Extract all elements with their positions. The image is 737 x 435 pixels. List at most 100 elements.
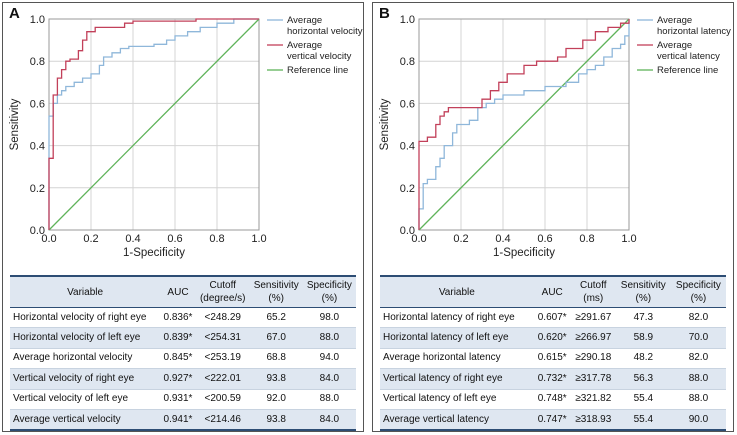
table-cell: 0.615* bbox=[533, 347, 571, 369]
table-cell: 55.4 bbox=[615, 388, 671, 410]
table-cell: 92.0 bbox=[249, 388, 303, 410]
legend-label-0: horizontal latency bbox=[657, 26, 731, 37]
panel-a-letter: A bbox=[9, 5, 20, 22]
auc-table-a-wrap: Variable AUC Cutoff (degree/s) Sensitivit… bbox=[10, 275, 356, 432]
table-cell: Average vertical velocity bbox=[10, 408, 161, 430]
table-row: Average horizontal velocity 0.845* <253.19… bbox=[10, 347, 356, 369]
table-cell: 58.9 bbox=[615, 327, 671, 349]
table-row: Average vertical velocity 0.941* <214.46 93… bbox=[10, 408, 356, 430]
table-cell: 88.0 bbox=[670, 388, 726, 410]
x-tick-label: 0.8 bbox=[209, 233, 224, 245]
x-tick-label: 0.6 bbox=[167, 233, 182, 245]
y-tick-label: 0.0 bbox=[30, 225, 45, 237]
table-cell: <254.31 bbox=[195, 327, 250, 349]
legend-label-2: Reference line bbox=[657, 65, 718, 76]
table-header-row: Variable AUC Cutoff (degree/s) Sensitivit… bbox=[10, 277, 356, 308]
table-cell: 56.3 bbox=[615, 368, 671, 390]
legend-label-2: Reference line bbox=[287, 65, 348, 76]
table-cell: 93.8 bbox=[249, 368, 303, 390]
series-line-2 bbox=[48, 18, 260, 231]
x-tick-label: 0.0 bbox=[411, 233, 426, 245]
series-line-2 bbox=[418, 18, 630, 231]
table-row: Horizontal latency of right eye 0.607* ≥29… bbox=[380, 306, 726, 328]
table-cell: ≥290.18 bbox=[570, 347, 616, 369]
table-row: Vertical velocity of left eye 0.931* <200.… bbox=[10, 388, 356, 410]
table-cell: Vertical latency of right eye bbox=[380, 368, 534, 390]
table-cell: ≥266.97 bbox=[570, 327, 616, 349]
table-cell: 82.0 bbox=[670, 306, 726, 328]
y-tick-label: 0.4 bbox=[400, 141, 415, 153]
y-axis-label: Sensitivity bbox=[9, 98, 21, 150]
table-cell: 84.0 bbox=[302, 368, 356, 390]
legend-label-1: vertical velocity bbox=[287, 51, 352, 62]
x-tick-label: 0.4 bbox=[125, 233, 140, 245]
table-row: Vertical latency of right eye 0.732* ≥317.… bbox=[380, 368, 726, 390]
table-row: Horizontal velocity of right eye 0.836* <2… bbox=[10, 306, 356, 328]
table-cell: Average horizontal latency bbox=[380, 347, 534, 369]
col-header-variable: Variable bbox=[10, 277, 161, 308]
table-cell: 0.941* bbox=[160, 408, 196, 430]
table-cell: ≥321.82 bbox=[570, 388, 616, 410]
table-cell: ≥318.93 bbox=[570, 408, 616, 430]
table-cell: 98.0 bbox=[302, 306, 356, 328]
x-tick-label: 0.2 bbox=[83, 233, 98, 245]
table-cell: 65.2 bbox=[249, 306, 303, 328]
col-header-specificity: Specificity (%) bbox=[670, 277, 726, 308]
table-cell: 47.3 bbox=[615, 306, 671, 328]
table-cell: 88.0 bbox=[302, 327, 356, 349]
y-tick-label: 0.8 bbox=[30, 56, 45, 68]
table-cell: 88.0 bbox=[302, 388, 356, 410]
table-cell: Horizontal latency of right eye bbox=[380, 306, 534, 328]
legend-label-1: Average bbox=[287, 40, 322, 51]
x-tick-label: 0.6 bbox=[537, 233, 552, 245]
table-cell: 84.0 bbox=[302, 408, 356, 430]
legend-label-0: Average bbox=[657, 15, 692, 26]
table-cell: <248.29 bbox=[195, 306, 250, 328]
table-cell: 0.836* bbox=[160, 306, 196, 328]
col-header-sensitivity: Sensitivity (%) bbox=[249, 277, 303, 308]
col-header-auc: AUC bbox=[533, 277, 571, 308]
legend-label-1: vertical latency bbox=[657, 51, 720, 62]
col-header-cutoff: Cutoff (ms) bbox=[570, 277, 616, 308]
table-row: Vertical latency of left eye 0.748* ≥321.8… bbox=[380, 388, 726, 410]
table-cell: Vertical latency of left eye bbox=[380, 388, 534, 410]
table-cell: 70.0 bbox=[670, 327, 726, 349]
col-header-sensitivity: Sensitivity (%) bbox=[615, 277, 671, 308]
table-cell: <222.01 bbox=[195, 368, 250, 390]
table-cell: 0.607* bbox=[533, 306, 571, 328]
y-axis-label: Sensitivity bbox=[379, 98, 391, 150]
table-cell: Average vertical latency bbox=[380, 408, 534, 430]
table-cell: 0.732* bbox=[533, 368, 571, 390]
series-line-1 bbox=[418, 19, 630, 230]
table-cell: 82.0 bbox=[670, 347, 726, 369]
col-header-cutoff: Cutoff (degree/s) bbox=[195, 277, 250, 308]
table-cell: 0.620* bbox=[533, 327, 571, 349]
y-tick-label: 0.6 bbox=[400, 98, 415, 110]
y-tick-label: 0.2 bbox=[400, 183, 415, 195]
auc-table-a: Variable AUC Cutoff (degree/s) Sensitivit… bbox=[10, 277, 356, 430]
roc-chart-b: 0.0 0.2 0.4 0.6 0.8 1.0 0.0 0.2 0.4 0.6 0.8 1.0 1-Sp… bbox=[379, 14, 731, 259]
y-tick-label: 0.6 bbox=[30, 98, 45, 110]
table-row: Average vertical latency 0.747* ≥318.93 55.… bbox=[380, 408, 726, 430]
y-tick-label: 1.0 bbox=[400, 14, 415, 26]
table-cell: 88.0 bbox=[670, 368, 726, 390]
table-row: Horizontal latency of left eye 0.620* ≥266… bbox=[380, 327, 726, 349]
panel-b: B 0.0 0.2 0.4 0.6 0.8 1.0 0.0 0.2 0.4 0.6 0.8 1.0 1-… bbox=[372, 2, 734, 432]
series-line-0 bbox=[48, 18, 259, 230]
table-cell: ≥291.67 bbox=[570, 306, 616, 328]
table-row: Horizontal velocity of left eye 0.839* <25… bbox=[10, 327, 356, 349]
auc-table-b-wrap: Variable AUC Cutoff (ms) Sensitivity (%) S… bbox=[380, 275, 726, 432]
legend-label-1: Average bbox=[657, 40, 692, 51]
x-axis-label: 1-Specificity bbox=[493, 247, 555, 259]
table-cell: Horizontal velocity of right eye bbox=[10, 306, 161, 328]
table-cell: <253.19 bbox=[195, 347, 250, 369]
table-cell: 90.0 bbox=[670, 408, 726, 430]
table-cell: Horizontal velocity of left eye bbox=[10, 327, 161, 349]
table-cell: ≥317.78 bbox=[570, 368, 616, 390]
y-tick-label: 0.2 bbox=[30, 183, 45, 195]
table-row: Average horizontal latency 0.615* ≥290.18 4… bbox=[380, 347, 726, 369]
auc-table-b: Variable AUC Cutoff (ms) Sensitivity (%) S… bbox=[380, 277, 726, 430]
y-tick-label: 0.4 bbox=[30, 141, 45, 153]
table-cell: 0.931* bbox=[160, 388, 196, 410]
table-cell: 0.748* bbox=[533, 388, 571, 410]
